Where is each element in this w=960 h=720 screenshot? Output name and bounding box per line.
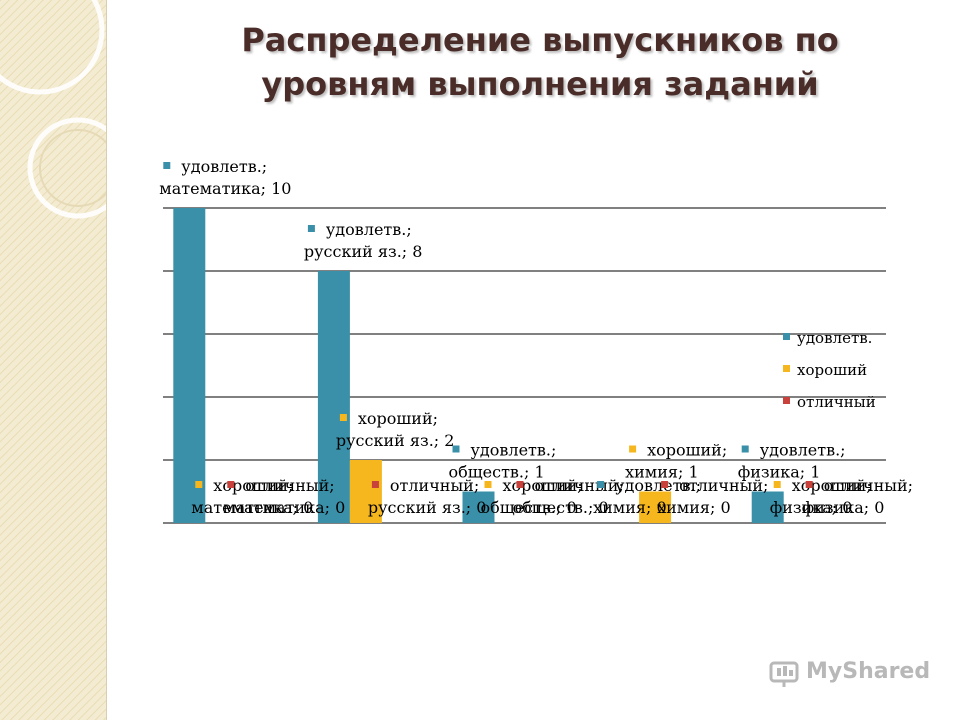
data-label: хороший; математика; 0 <box>191 476 313 517</box>
bar <box>462 491 495 523</box>
data-label-line: удовлетв.; <box>615 476 701 495</box>
data-label-line: обществ.; 0 <box>481 498 577 517</box>
legend-label: хороший <box>797 361 867 379</box>
data-label-line: удовлетв.; <box>181 157 267 176</box>
title-line-1: Распределение выпускников по <box>241 21 839 59</box>
legend-swatch <box>783 397 790 404</box>
bar <box>349 460 382 523</box>
label-marker <box>629 445 637 453</box>
data-label: хороший; химия; 1 <box>625 441 727 482</box>
data-label: отличный; математика; 0 <box>223 476 345 517</box>
decorative-circles <box>0 0 106 720</box>
data-label-line: отличный; <box>824 476 913 495</box>
data-label-line: русский яз.; 2 <box>336 431 455 450</box>
label-marker <box>773 481 781 488</box>
label-marker <box>371 481 379 488</box>
data-label-line: хороший; <box>213 476 293 495</box>
legend-swatch <box>783 333 790 340</box>
data-label-line: химия; 0 <box>657 498 731 517</box>
data-label-line: удовлетв.; <box>471 441 557 460</box>
data-label-line: хороший; <box>358 409 438 428</box>
data-label-line: математика; 10 <box>159 179 291 198</box>
data-label: хороший; русский яз.; 2 <box>336 409 455 450</box>
data-label: хороший; обществ.; 0 <box>481 476 583 517</box>
data-label-line: обществ.; 1 <box>449 463 545 482</box>
data-label-line: химия; 1 <box>625 463 699 482</box>
label-marker <box>307 225 315 232</box>
data-label-line: химия; 0 <box>593 498 667 517</box>
data-label: отличный; русский яз.; 0 <box>368 476 487 517</box>
label-marker <box>805 481 813 488</box>
label-marker <box>661 481 669 488</box>
label-marker <box>516 481 524 488</box>
label-marker <box>597 481 605 488</box>
data-label-line: русский яз.; 0 <box>368 498 487 517</box>
data-label-line: физика; 0 <box>770 498 853 517</box>
data-label-line: отличный; <box>245 476 334 495</box>
watermark-text: MyShared <box>806 659 931 684</box>
label-marker <box>339 414 347 421</box>
side-divider <box>106 0 107 720</box>
data-label: отличный; химия; 0 <box>657 476 768 517</box>
label-marker <box>195 481 203 488</box>
data-label: удовлетв.; обществ.; 1 <box>449 441 557 482</box>
data-label-line: математика; 0 <box>191 498 313 517</box>
data-label-line: обществ.; 0 <box>513 498 609 517</box>
data-label-line: отличный; <box>535 476 624 495</box>
data-label-line: хороший; <box>647 441 727 460</box>
bar <box>639 491 672 523</box>
legend-label: отличный <box>797 393 876 411</box>
data-label: хороший; физика; 0 <box>770 476 872 517</box>
bar <box>317 271 350 523</box>
data-label: удовлетв.; химия; 0 <box>593 476 701 517</box>
presentation-icon <box>769 661 799 687</box>
data-label-line: физика; 0 <box>802 498 885 517</box>
label-marker <box>484 481 492 488</box>
data-label-line: отличный; <box>679 476 768 495</box>
bar <box>173 208 206 523</box>
data-label-line: русский яз.; 8 <box>304 242 423 261</box>
legend-label: удовлетв. <box>797 329 872 347</box>
data-label-line: хороший; <box>792 476 872 495</box>
watermark: MyShared <box>768 655 938 695</box>
label-marker <box>227 481 235 488</box>
decorative-side-band <box>0 0 106 720</box>
data-label-line: удовлетв.; <box>760 441 846 460</box>
data-label-line: математика; 0 <box>223 498 345 517</box>
data-label: отличный; обществ.; 0 <box>513 476 624 517</box>
data-label: удовлетв.; физика; 1 <box>738 441 846 482</box>
slide-title: Распределение выпускников по уровням вып… <box>130 18 950 106</box>
label-marker <box>741 445 749 453</box>
title-line-2: уровням выполнения заданий <box>261 65 819 103</box>
data-label-line: хороший; <box>503 476 583 495</box>
data-label: удовлетв.; математика; 10 <box>159 157 291 198</box>
data-label-line: удовлетв.; <box>326 220 412 239</box>
bar <box>751 491 784 523</box>
data-label: отличный; физика; 0 <box>802 476 913 517</box>
legend-swatch <box>783 365 790 372</box>
data-label-line: физика; 1 <box>738 463 821 482</box>
label-marker <box>163 162 171 169</box>
label-marker <box>452 445 460 453</box>
data-label-line: отличный; <box>390 476 479 495</box>
data-label: удовлетв.; русский яз.; 8 <box>304 220 423 261</box>
